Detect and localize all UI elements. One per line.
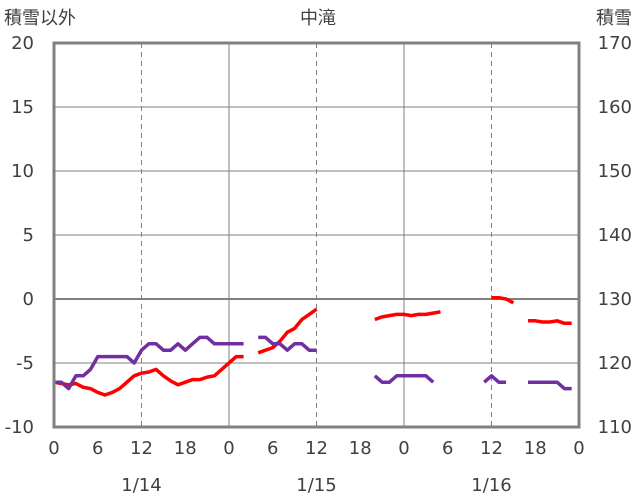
date-label: 1/15 (296, 475, 336, 496)
x-tick-label: 12 (305, 438, 328, 459)
right-y-tick-label: 140 (598, 225, 632, 246)
x-tick-label: 0 (398, 438, 409, 459)
right-y-tick-label: 110 (598, 417, 632, 438)
x-tick-label: 6 (442, 438, 453, 459)
x-tick-label: 12 (480, 438, 503, 459)
temperature-line (53, 354, 244, 397)
left-y-tick-label: 15 (11, 97, 34, 118)
right-y-tick-label: 150 (598, 161, 632, 182)
snow-depth-line (528, 380, 572, 391)
temperature-line (257, 307, 318, 355)
plot-frame (52, 41, 581, 429)
series-layer (53, 295, 572, 397)
x-tick-label: 18 (524, 438, 547, 459)
date-label: 1/16 (471, 475, 511, 496)
chart-title: 中滝 (300, 8, 336, 29)
left-y-tick-label: 5 (23, 225, 34, 246)
x-tick-label: 18 (349, 438, 372, 459)
snow-depth-line (373, 374, 435, 384)
left-y-tick-label: -5 (16, 353, 34, 374)
right-axis-label: 積雪 (596, 8, 632, 29)
left-y-tick-label: 0 (23, 289, 34, 310)
x-tick-label: 6 (92, 438, 103, 459)
x-tick-label: 0 (223, 438, 234, 459)
x-tick-label: 12 (130, 438, 153, 459)
x-tick-label: 0 (573, 438, 584, 459)
right-y-tick-label: 160 (598, 97, 632, 118)
snow-depth-line (483, 374, 507, 384)
temperature-line (374, 310, 441, 322)
right-y-tick-label: 130 (598, 289, 632, 310)
x-tick-label: 0 (48, 438, 59, 459)
left-y-tick-label: 10 (11, 161, 34, 182)
snow-depth-line (54, 335, 244, 391)
x-tick-label: 6 (267, 438, 278, 459)
snow-depth-line (258, 335, 317, 352)
left-y-tick-label: -10 (5, 417, 34, 438)
temperature-line (528, 319, 572, 326)
left-y-tick-label: 20 (11, 33, 34, 54)
left-axis-label: 積雪以外 (4, 8, 76, 29)
right-y-tick-label: 120 (598, 353, 632, 374)
x-tick-label: 18 (174, 438, 197, 459)
date-label: 1/14 (121, 475, 161, 496)
grid (54, 43, 579, 427)
right-y-tick-label: 170 (598, 33, 632, 54)
temperature-line (491, 295, 515, 305)
